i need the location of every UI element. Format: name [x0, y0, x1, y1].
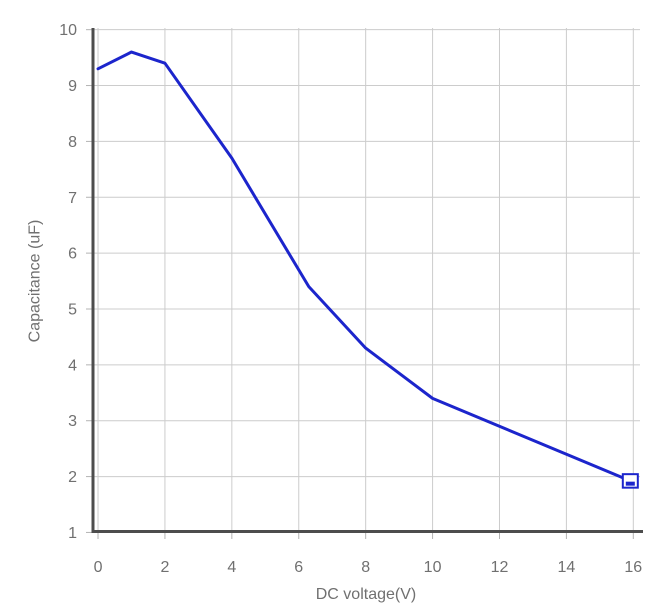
- x-axis-title: DC voltage(V): [315, 586, 417, 603]
- y-tick-label: 9: [68, 78, 77, 95]
- x-tick-label: 12: [491, 559, 509, 576]
- x-tick-label: 10: [424, 559, 442, 576]
- y-axis-title-wrap: Capacitance (uF): [4, 28, 66, 533]
- x-tick-label: 6: [294, 559, 303, 576]
- y-tick-label: 3: [68, 413, 77, 430]
- capacitance-line: [96, 50, 635, 484]
- y-tick-label: 8: [68, 134, 77, 151]
- y-tick-label: 1: [68, 525, 77, 542]
- y-tick-label: 10: [59, 22, 77, 39]
- y-tick-label: 4: [68, 357, 77, 374]
- x-tick-label: 0: [94, 559, 103, 576]
- x-tick-label: 4: [227, 559, 236, 576]
- end-point-marker-bar: [625, 481, 635, 486]
- x-tick-label: 2: [160, 559, 169, 576]
- x-tick-label: 16: [624, 559, 642, 576]
- y-tick-label: 2: [68, 469, 77, 486]
- y-tick-label: 6: [68, 246, 77, 263]
- y-axis-title: Capacitance (uF): [26, 219, 43, 342]
- y-tick-label: 5: [68, 301, 77, 318]
- x-tick-label: 14: [557, 559, 575, 576]
- y-tick-label: 7: [68, 190, 77, 207]
- x-tick-label: 8: [361, 559, 370, 576]
